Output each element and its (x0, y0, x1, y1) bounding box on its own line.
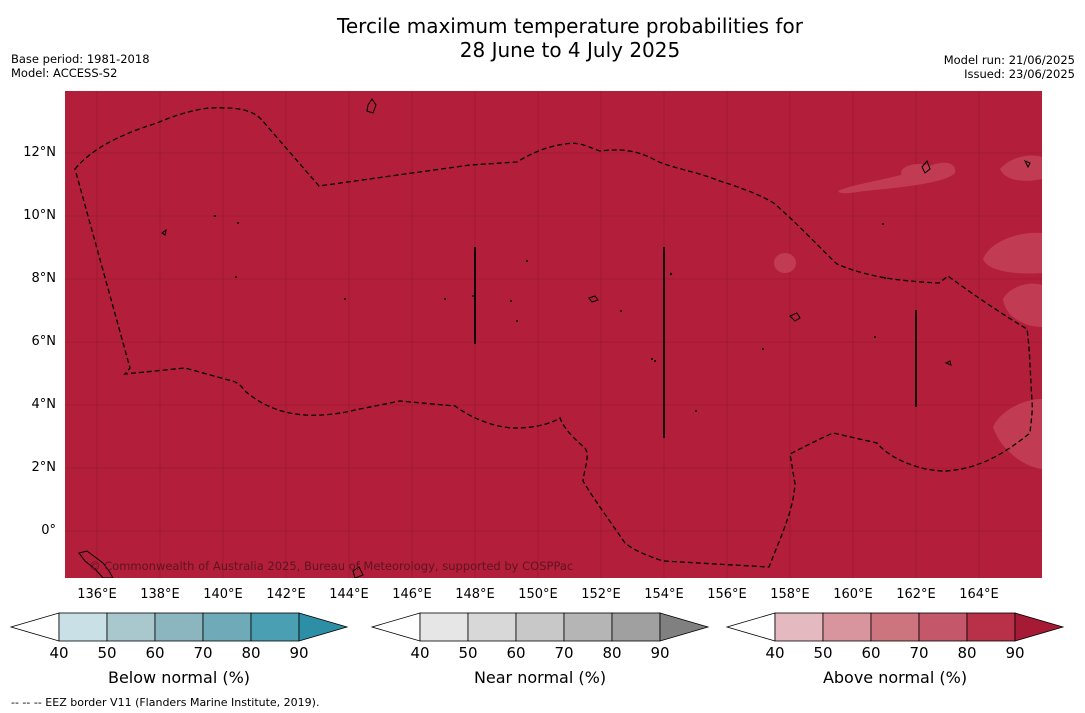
lower-probability-patches (774, 155, 1042, 469)
colorbar-swatch (611, 612, 661, 642)
lon-label: 154°E (644, 587, 684, 602)
lon-label: 158°E (770, 587, 810, 602)
lon-label: 146°E (392, 587, 432, 602)
colorbar-swatch (822, 612, 872, 642)
colorbar-tick: 40 (765, 644, 785, 662)
colorbar-swatch (467, 612, 517, 642)
issued-date: Issued: 23/06/2025 (964, 67, 1075, 81)
colorbar-tick: 40 (410, 644, 430, 662)
colorbar-swatch (202, 612, 252, 642)
lat-label: 2°N (31, 460, 57, 475)
colorbar-tick: 50 (813, 644, 833, 662)
map-panel: © Commonwealth of Australia 2025, Bureau… (65, 91, 1042, 578)
lat-label: 8°N (31, 271, 57, 286)
colorbar-min-arrow (10, 612, 60, 642)
colorbar-tick: 60 (506, 644, 526, 662)
lon-label: 152°E (581, 587, 621, 602)
colorbar-tick: 60 (861, 644, 881, 662)
near-normal-title: Near normal (%) (473, 668, 607, 687)
colorbar-max-arrow (298, 612, 349, 642)
eez-border (74, 107, 1033, 568)
near-normal-colorbar (371, 612, 710, 642)
colorbar-tick: 80 (957, 644, 977, 662)
colorbar-min-arrow (371, 612, 421, 642)
base-period: Base period: 1981-2018 (11, 52, 150, 66)
lon-label: 150°E (518, 587, 558, 602)
colorbar-swatch (154, 612, 204, 642)
islands (78, 98, 1031, 578)
colorbar-swatch (250, 612, 300, 642)
lon-label: 156°E (707, 587, 747, 602)
colorbar-tick: 40 (49, 644, 69, 662)
colorbar-tick: 60 (145, 644, 165, 662)
colorbar-swatch (515, 612, 565, 642)
lon-label: 148°E (455, 587, 495, 602)
colorbar-swatch (106, 612, 156, 642)
colorbar-swatch (419, 612, 469, 642)
eez-footnote: -- -- -- EEZ border V11 (Flanders Marine… (11, 696, 320, 709)
lon-label: 160°E (833, 587, 873, 602)
meta-right: Model run: 21/06/2025 Issued: 23/06/2025 (944, 53, 1075, 81)
below-normal-colorbar (10, 612, 349, 642)
colorbar-tick: 80 (602, 644, 622, 662)
below-normal-title: Below normal (%) (107, 668, 251, 687)
colorbar-tick: 90 (650, 644, 670, 662)
lon-label: 164°E (959, 587, 999, 602)
title-line-1: Tercile maximum temperature probabilitie… (337, 14, 803, 38)
lon-label: 144°E (329, 587, 369, 602)
title-line-2: 28 June to 4 July 2025 (459, 38, 681, 62)
lon-label: 140°E (203, 587, 243, 602)
colorbar-max-arrow (1014, 612, 1065, 642)
lon-label: 142°E (266, 587, 306, 602)
colorbar-tick: 90 (1005, 644, 1025, 662)
lat-label: 4°N (31, 397, 57, 412)
colorbar-min-arrow (726, 612, 776, 642)
colorbar-swatch (58, 612, 108, 642)
colorbar-tick: 50 (97, 644, 117, 662)
lon-label: 162°E (896, 587, 936, 602)
graticule (65, 91, 1042, 578)
above-normal-title: Above normal (%) (822, 668, 968, 687)
map-title: Tercile maximum temperature probabilitie… (0, 14, 1085, 62)
colorbar-tick: 80 (241, 644, 261, 662)
lat-label: 12°N (23, 145, 56, 160)
model-name: Model: ACCESS-S2 (11, 66, 118, 80)
lat-label: 10°N (23, 208, 56, 223)
colorbar-tick: 90 (289, 644, 309, 662)
lon-label: 136°E (77, 587, 117, 602)
boundary-lines (474, 247, 917, 438)
colorbar-swatch (870, 612, 920, 642)
colorbar-tick: 70 (554, 644, 574, 662)
lat-label: 0° (41, 523, 56, 538)
colorbar-tick: 50 (458, 644, 478, 662)
colorbar-swatch (966, 612, 1016, 642)
colorbar-swatch (918, 612, 968, 642)
above-normal-colorbar (726, 612, 1065, 642)
model-run: Model run: 21/06/2025 (943, 53, 1075, 67)
colorbar-tick: 70 (909, 644, 929, 662)
meta-left: Base period: 1981-2018 Model: ACCESS-S2 (11, 52, 150, 80)
lon-label: 138°E (140, 587, 180, 602)
map-canvas (65, 91, 1042, 578)
colorbar-swatch (774, 612, 824, 642)
colorbar-swatch (563, 612, 613, 642)
copyright-notice: © Commonwealth of Australia 2025, Bureau… (89, 559, 574, 573)
small-islands (214, 215, 886, 412)
colorbar-tick: 70 (193, 644, 213, 662)
colorbar-max-arrow (659, 612, 710, 642)
lat-label: 6°N (31, 334, 57, 349)
